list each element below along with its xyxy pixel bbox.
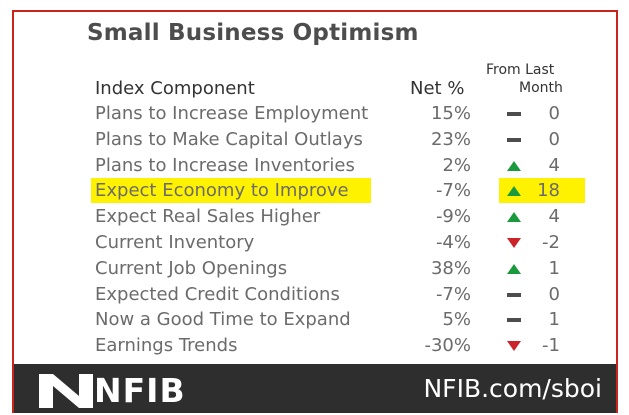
net-percent-value: -4% <box>435 232 471 253</box>
change-value: 0 <box>548 283 560 305</box>
component-label: Earnings Trends <box>95 335 238 357</box>
header-month: Month <box>519 80 563 96</box>
component-label: Current Inventory <box>95 232 255 253</box>
triangle-down-icon <box>507 238 521 248</box>
component-label: Plans to Make Capital Outlays <box>95 128 363 150</box>
change-value: 4 <box>548 154 560 176</box>
net-percent-value: -30% <box>424 335 471 357</box>
table-row: Expect Economy to Improve -7% 18 <box>14 178 616 204</box>
table-row: Expect Real Sales Higher -9% 4 <box>14 204 616 230</box>
net-percent-value: 2% <box>442 154 471 176</box>
component-label: Plans to Increase Inventories <box>95 154 355 176</box>
table-row: Current Job Openings 38% 1 <box>14 256 616 282</box>
triangle-down-icon <box>507 341 521 352</box>
dash-icon <box>507 315 521 325</box>
change-value: 1 <box>548 257 560 279</box>
change-value: -1 <box>542 335 560 357</box>
component-label: Expect Real Sales Higher <box>95 206 321 228</box>
header-index-component: Index Component <box>95 78 255 99</box>
table-row: Expected Credit Conditions -7% 0 <box>14 282 616 308</box>
table-row: Now a Good Time to Expand 5% 1 <box>14 307 616 333</box>
dash-icon <box>507 109 521 119</box>
triangle-up-icon <box>507 212 521 223</box>
net-percent-value: 5% <box>442 309 471 331</box>
change-value: 18 <box>537 180 560 202</box>
change-value: -2 <box>542 232 560 253</box>
triangle-up-icon <box>507 186 521 197</box>
website-link[interactable]: NFIB.com/sboi <box>423 374 602 403</box>
row-highlight <box>91 178 371 204</box>
component-label: Expected Credit Conditions <box>95 283 340 305</box>
table-row: Plans to Increase Inventories 2% 4 <box>14 153 616 179</box>
page-title: Small Business Optimism <box>87 20 419 46</box>
header-net-percent: Net % <box>410 78 465 99</box>
table-row: Plans to Increase Employment 15% 0 <box>14 101 616 127</box>
table-row: Earnings Trends -30% -1 <box>14 333 616 359</box>
dash-icon <box>507 290 521 300</box>
dash-icon <box>507 135 521 145</box>
component-label: Now a Good Time to Expand <box>95 309 351 331</box>
brand-logo-text: NFIB <box>94 371 186 410</box>
component-label: Expect Economy to Improve <box>95 180 349 202</box>
net-percent-value: -7% <box>435 180 471 202</box>
nfib-logo-icon <box>39 374 93 408</box>
infographic-frame: Small Business Optimism Index Component … <box>12 10 618 413</box>
net-percent-value: -7% <box>435 283 471 305</box>
net-percent-value: 38% <box>430 257 471 279</box>
triangle-up-icon <box>507 263 521 274</box>
table-row: Current Inventory -4% -2 <box>14 230 616 256</box>
component-label: Plans to Increase Employment <box>95 103 369 124</box>
header-from-last: From Last <box>486 62 555 78</box>
net-percent-value: 15% <box>430 103 471 124</box>
change-value: 0 <box>548 128 560 150</box>
table-row: Plans to Make Capital Outlays 23% 0 <box>14 127 616 153</box>
change-value: 0 <box>548 103 560 124</box>
net-percent-value: -9% <box>435 206 471 228</box>
net-percent-value: 23% <box>430 128 471 150</box>
change-value: 1 <box>548 309 560 331</box>
change-value: 4 <box>548 206 560 228</box>
triangle-up-icon <box>507 160 521 171</box>
component-label: Current Job Openings <box>95 257 288 279</box>
footer-bar: NFIB NFIB.com/sboi <box>14 364 616 413</box>
